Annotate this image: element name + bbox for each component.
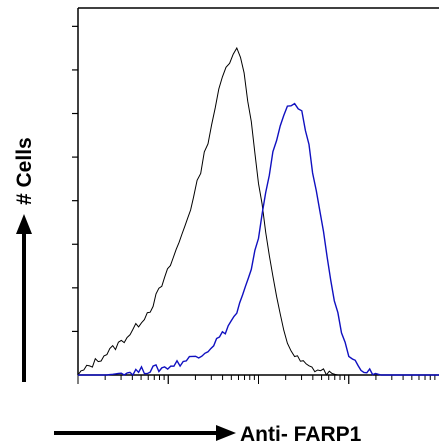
y-axis-label-group: # Cells (13, 137, 36, 382)
x-axis-ticks (77, 375, 436, 384)
y-axis-label: # Cells (13, 137, 36, 205)
series-anti-farp1-line (78, 102, 439, 377)
series-layer (77, 46, 439, 377)
x-axis-label-group: Anti- FARP1 (54, 423, 362, 446)
y-axis-ticks (72, 25, 78, 333)
plot-frame (77, 7, 439, 376)
y-axis-arrow-head (16, 214, 32, 234)
series-isotype-control-line (77, 46, 439, 376)
x-axis-label: Anti- FARP1 (240, 423, 362, 446)
x-axis-arrow-head (216, 425, 236, 441)
